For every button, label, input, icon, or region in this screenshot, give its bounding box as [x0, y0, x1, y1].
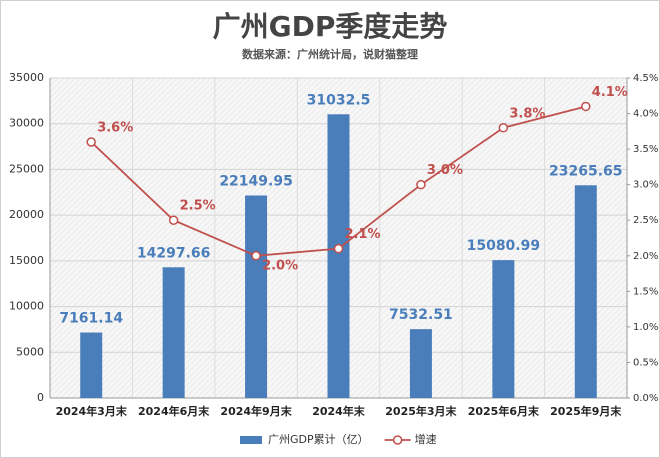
legend-label: 增速 [415, 432, 437, 446]
y2-tick-label: 0.0% [633, 393, 658, 404]
x-tick-label: 2025年9月末 [550, 404, 622, 418]
y2-tick-label: 2.5% [633, 215, 658, 226]
y2-tick-label: 4.5% [633, 73, 658, 84]
bar [80, 332, 103, 398]
y2-tick-label: 3.0% [633, 180, 658, 191]
line-value-label: 3.0% [427, 163, 463, 178]
legend-swatch [240, 436, 262, 444]
line-marker [416, 179, 426, 190]
x-tick-label: 2024年3月末 [56, 404, 128, 418]
x-tick-label: 2024年末 [312, 404, 366, 418]
line-value-label: 2.5% [180, 199, 216, 214]
bar-value-label: 15080.99 [467, 238, 541, 254]
y-tick-label: 0 [37, 391, 44, 404]
line-value-label: 4.1% [592, 85, 628, 100]
line-marker [581, 101, 591, 112]
bar [162, 267, 185, 398]
line-marker [333, 243, 344, 254]
y-tick-label: 10000 [9, 300, 44, 313]
y2-tick-label: 0.5% [633, 357, 658, 368]
y2-tick-label: 2.0% [633, 251, 658, 262]
bar [245, 195, 268, 398]
line-value-label: 2.0% [262, 258, 298, 273]
line-marker [168, 215, 179, 225]
y-tick-label: 5000 [16, 345, 44, 358]
y2-tick-label: 1.5% [633, 286, 658, 297]
chart-subtitle: 数据来源：广州统计局，说财猫整理 [242, 47, 418, 61]
bar [492, 260, 515, 398]
y2-tick-label: 3.5% [633, 144, 658, 155]
y-tick-label: 35000 [9, 71, 44, 84]
bar [327, 114, 350, 398]
bar-value-label: 31032.5 [307, 92, 371, 108]
bar-value-label: 7532.51 [389, 307, 453, 323]
y-tick-label: 15000 [9, 254, 44, 267]
chart-title: 广州GDP季度走势 [213, 10, 448, 43]
line-marker [498, 123, 509, 133]
y2-tick-label: 4.0% [633, 109, 658, 120]
bar [409, 329, 432, 398]
line-marker [251, 251, 261, 261]
y-tick-label: 30000 [9, 117, 44, 130]
line-value-label: 2.1% [345, 227, 381, 242]
x-tick-label: 2025年3月末 [385, 404, 457, 418]
x-tick-label: 2024年6月末 [138, 404, 210, 418]
bar [574, 185, 597, 398]
legend-swatch [392, 435, 403, 445]
bar-value-label: 7161.14 [59, 311, 123, 327]
y2-tick-label: 1.0% [633, 322, 658, 333]
bar-value-label: 23265.65 [549, 163, 623, 179]
line-value-label: 3.8% [509, 106, 545, 121]
legend-label: 广州GDP累计（亿） [268, 433, 369, 446]
bar-value-label: 14297.66 [137, 245, 211, 261]
bar-value-label: 22149.95 [219, 173, 293, 189]
line-value-label: 3.6% [97, 121, 133, 136]
x-tick-label: 2025年6月末 [468, 404, 540, 418]
x-tick-label: 2024年9月末 [220, 404, 292, 418]
y-tick-label: 20000 [9, 208, 44, 221]
y-tick-label: 25000 [9, 162, 44, 175]
line-marker [86, 137, 96, 147]
